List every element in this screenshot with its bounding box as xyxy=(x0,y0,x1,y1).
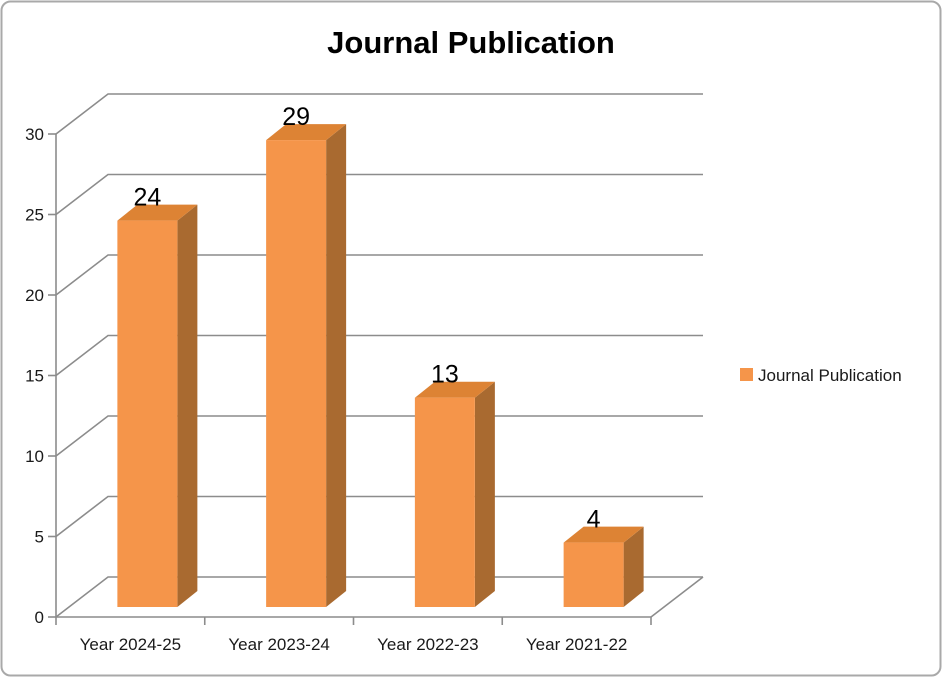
bar-top-face xyxy=(117,204,198,221)
x-tick-label: Year 2022-23 xyxy=(377,635,478,654)
gridline xyxy=(55,495,703,538)
gridline xyxy=(55,415,703,457)
bar-value-label: 29 xyxy=(282,103,310,131)
bar-side-face xyxy=(177,204,198,607)
bar xyxy=(414,381,495,607)
chart-title: Journal Publication xyxy=(327,25,615,60)
bar-top-face xyxy=(563,526,644,543)
y-tick-label: 30 xyxy=(25,125,44,144)
bar-front-face xyxy=(414,397,475,607)
legend: Journal Publication xyxy=(740,366,902,385)
bar-top-face xyxy=(414,381,495,398)
y-tick-label: 10 xyxy=(25,447,44,466)
bars-group: 24 29 13 4 xyxy=(117,103,644,607)
y-tick-label: 20 xyxy=(25,286,44,305)
bar-front-face xyxy=(563,542,624,607)
bar-value-label: 24 xyxy=(133,184,161,212)
bar xyxy=(117,204,198,607)
gridline xyxy=(55,334,703,377)
floor-right-edge xyxy=(650,576,704,618)
bar xyxy=(563,526,644,607)
gridline xyxy=(55,576,703,618)
gridlines-group xyxy=(48,93,704,625)
y-tick-label: 15 xyxy=(25,367,44,386)
x-tick-label: Year 2023-24 xyxy=(228,635,329,654)
axis-labels-group: 0 5 10 15 20 25 30 Year 2024-25 Year 2023-24 Year… xyxy=(25,125,627,654)
y-tick-label: 25 xyxy=(25,206,44,225)
bar-value-label: 4 xyxy=(587,506,601,534)
bar-side-face xyxy=(474,381,495,607)
bar-side-face xyxy=(326,124,347,607)
bar-front-face xyxy=(266,140,327,607)
gridline xyxy=(55,93,703,135)
x-tick-label: Year 2024-25 xyxy=(80,635,181,654)
legend-item-label: Journal Publication xyxy=(758,366,902,385)
gridline xyxy=(55,173,703,216)
bar xyxy=(266,124,347,607)
x-tick-label: Year 2021-22 xyxy=(526,635,627,654)
bar-top-face xyxy=(266,124,347,141)
y-tick-label: 0 xyxy=(35,608,44,627)
bar-side-face xyxy=(623,526,644,607)
y-tick-label: 5 xyxy=(35,528,44,547)
bar-value-label: 13 xyxy=(431,361,459,389)
bar-front-face xyxy=(117,220,178,607)
legend-swatch-square-icon xyxy=(740,368,753,381)
gridline xyxy=(55,254,703,296)
